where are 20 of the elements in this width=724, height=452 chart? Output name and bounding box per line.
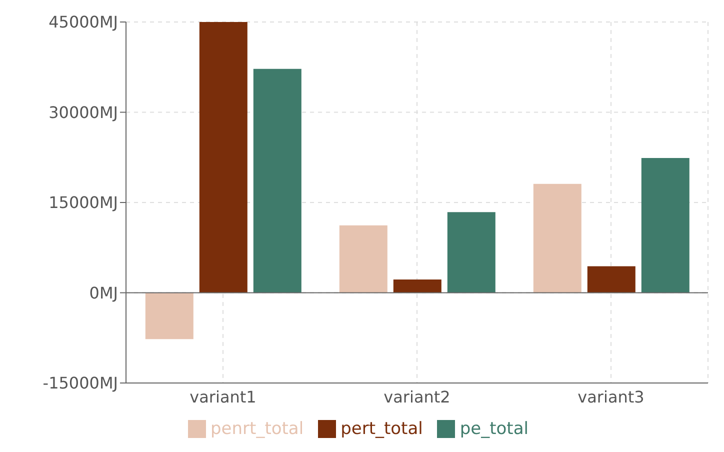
- y-tick-label: 0MJ: [89, 283, 118, 302]
- y-tick-label: 30000MJ: [48, 102, 118, 122]
- x-tick-label: variant3: [578, 387, 644, 406]
- legend-label: pert_total: [340, 419, 423, 439]
- bar: [533, 184, 582, 293]
- bar: [587, 266, 636, 293]
- bar: [641, 158, 690, 293]
- bar: [339, 225, 388, 293]
- x-tick-label: variant1: [190, 387, 256, 406]
- y-tick-label: 15000MJ: [48, 193, 118, 212]
- bar: [199, 22, 248, 293]
- legend-label: pe_total: [458, 419, 528, 439]
- bar: [253, 68, 302, 293]
- y-tick-label: 45000MJ: [48, 12, 118, 32]
- bar: [145, 292, 194, 340]
- bar: [447, 212, 496, 293]
- legend-label: penrt_total: [210, 419, 304, 439]
- y-tick-label: -15000MJ: [42, 374, 118, 393]
- x-tick-label: variant2: [384, 387, 450, 406]
- bar: [393, 280, 442, 293]
